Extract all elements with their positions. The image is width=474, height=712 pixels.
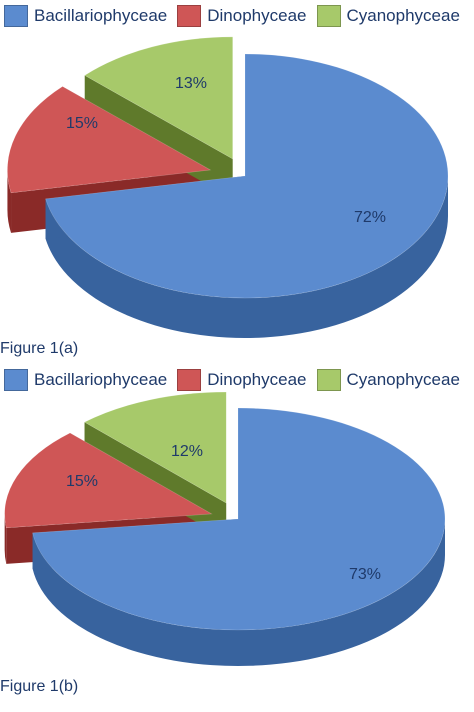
- legend-b: Bacillariophyceae Dinophyceae Cyanophyce…: [4, 368, 460, 392]
- legend-label-cyanophyceae: Cyanophyceae: [346, 6, 460, 25]
- data-label-dinophyceae: 15%: [66, 473, 98, 490]
- slice-rim-dinophyceae: [4, 513, 7, 564]
- legend-swatch-bacillariophyceae: [4, 369, 28, 391]
- slice-dinophyceae: [7, 86, 212, 194]
- pie-chart-b: 15% 12% 73%: [4, 391, 446, 666]
- legend-item-bacillariophyceae: Bacillariophyceae: [4, 5, 167, 27]
- legend-label-bacillariophyceae: Bacillariophyceae: [34, 6, 168, 25]
- figure-caption-b: Figure 1(b): [0, 678, 79, 695]
- legend-label-cyanophyceae: Cyanophyceae: [346, 370, 460, 389]
- legend-swatch-bacillariophyceae: [4, 5, 28, 27]
- slice-bacillariophyceae: [32, 407, 446, 631]
- slice-rim-dinophyceae: [7, 169, 12, 233]
- slice-bacillariophyceae: [45, 53, 449, 299]
- legend-item-cyanophyceae: Cyanophyceae: [316, 369, 460, 391]
- data-label-bacillariophyceae: 73%: [349, 566, 381, 583]
- legend-item-cyanophyceae: Cyanophyceae: [316, 5, 460, 27]
- slice-cyanophyceae: [84, 36, 233, 160]
- legend-swatch-cyanophyceae: [316, 5, 341, 27]
- legend-swatch-cyanophyceae: [316, 369, 341, 391]
- legend-item-dinophyceae: Dinophyceae: [177, 369, 307, 391]
- slice-rim-bacillariophyceae: [45, 176, 448, 339]
- legend-swatch-dinophyceae: [177, 369, 202, 391]
- legend-item-dinophyceae: Dinophyceae: [177, 5, 307, 27]
- legend-a: Bacillariophyceae Dinophyceae Cyanophyce…: [4, 4, 460, 28]
- legend-item-bacillariophyceae: Bacillariophyceae: [4, 369, 167, 391]
- data-label-cyanophyceae: 12%: [171, 443, 203, 460]
- legend-label-dinophyceae: Dinophyceae: [207, 6, 307, 25]
- slice-rim-bacillariophyceae: [32, 519, 445, 666]
- legend-label-dinophyceae: Dinophyceae: [207, 370, 307, 389]
- slice-cyanophyceae: [83, 391, 227, 504]
- chart-panel-a: 15% 13% 72% Bacillariophyceae Dinophyceae …: [0, 0, 474, 357]
- legend-label-bacillariophyceae: Bacillariophyceae: [34, 370, 168, 389]
- legend-swatch-dinophyceae: [177, 5, 202, 27]
- slice-dinophyceae: [4, 432, 213, 529]
- data-label-cyanophyceae: 13%: [175, 75, 207, 92]
- data-label-bacillariophyceae: 72%: [354, 209, 386, 226]
- data-label-dinophyceae: 15%: [66, 115, 98, 132]
- figure-caption-a: Figure 1(a): [0, 340, 79, 357]
- chart-panel-b: 15% 12% 73% Bacillariophyceae Dinophyceae …: [0, 364, 474, 712]
- pie-chart-a: 15% 13% 72%: [7, 36, 449, 339]
